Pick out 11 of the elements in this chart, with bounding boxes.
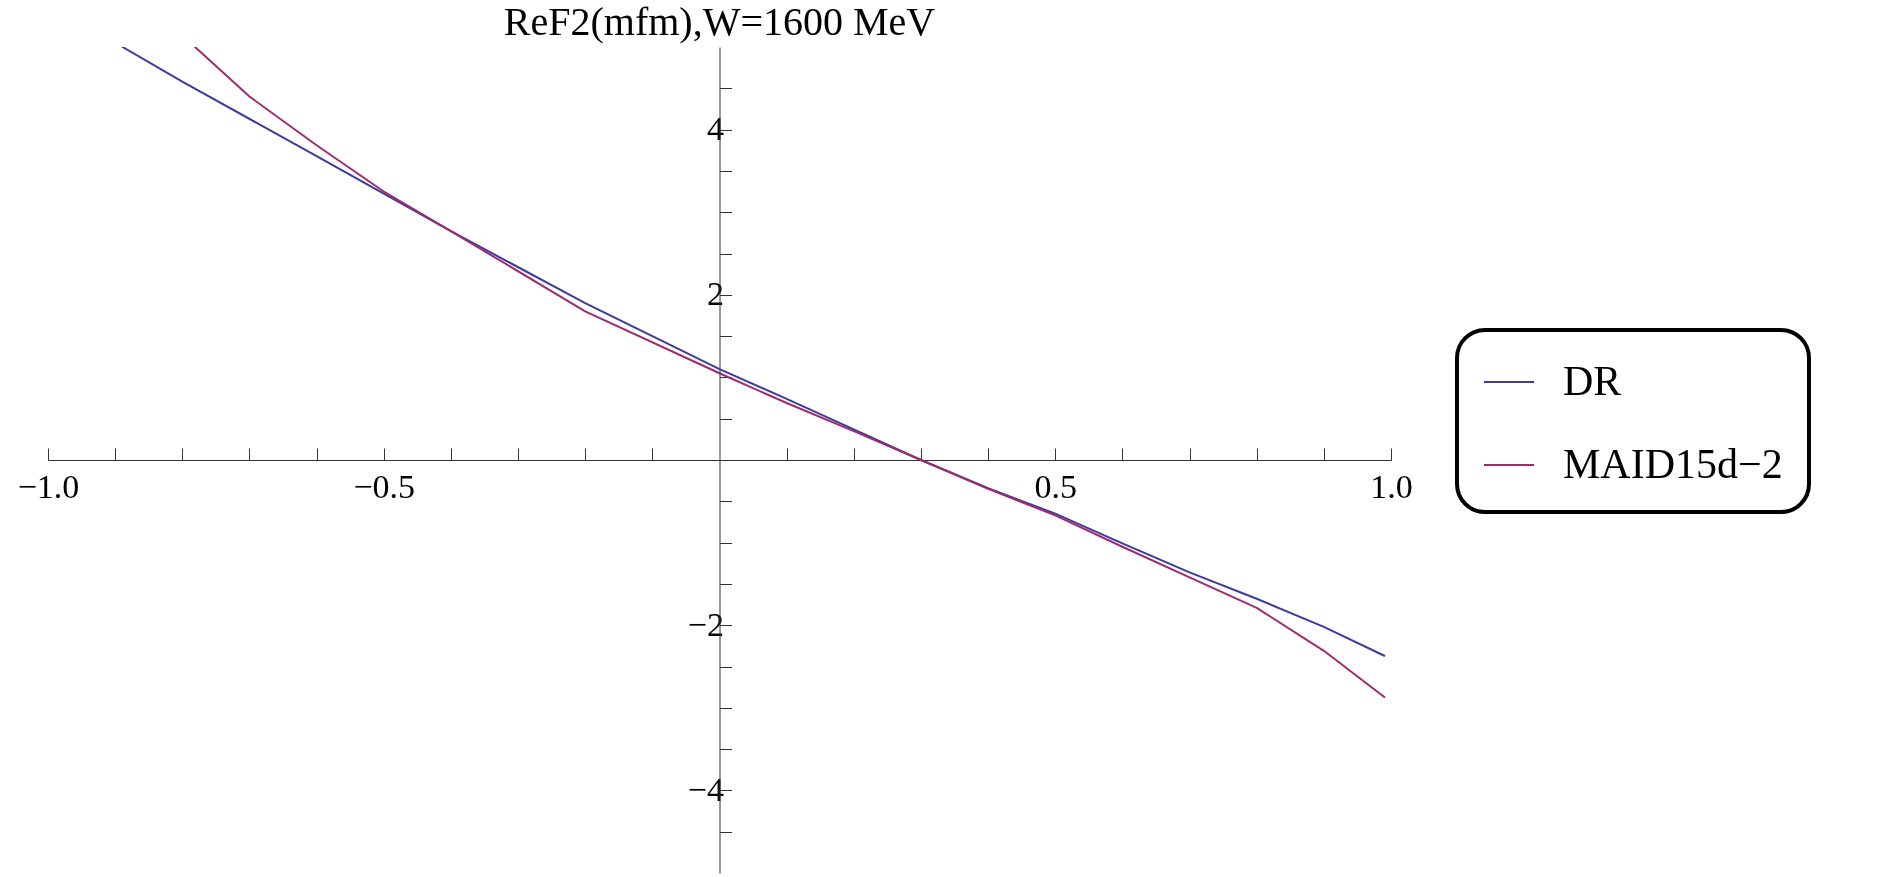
legend-label: MAID15d−2 <box>1563 441 1783 487</box>
y-tick-label: 2 <box>707 275 724 313</box>
y-tick-label: −4 <box>687 770 724 808</box>
x-tick-label: 1.0 <box>1370 467 1413 505</box>
chart-title: ReF2(mfm),W=1600 MeV <box>503 0 936 44</box>
x-tick-label: −0.5 <box>353 467 416 505</box>
y-tick-label: −2 <box>687 605 724 643</box>
x-tick-label: 0.5 <box>1034 467 1077 505</box>
y-tick-label: 4 <box>707 110 724 148</box>
x-tick-label: −1.0 <box>17 467 80 505</box>
legend-label: DR <box>1563 358 1622 404</box>
